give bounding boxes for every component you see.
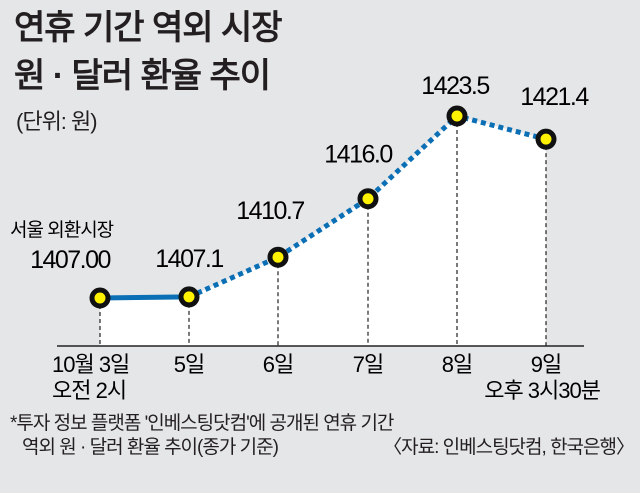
value-label-0: 1407.00 bbox=[30, 246, 110, 274]
x-tick-label-3: 7일 bbox=[353, 352, 383, 377]
x-tick-label-1: 5일 bbox=[174, 352, 204, 377]
x-sub-label-0: 오전 2시 bbox=[52, 378, 126, 403]
chart-title-line-1: 연휴 기간 역외 시장 bbox=[14, 9, 283, 47]
value-label-3: 1416.0 bbox=[324, 141, 392, 169]
footnote-line-1: *투자 정보 플랫폼 '인베스팅닷컴'에 공개된 연휴 기간 bbox=[10, 413, 394, 434]
chart-title-line-2: 원 · 달러 환율 추이 bbox=[14, 57, 271, 95]
data-point-3 bbox=[357, 188, 379, 210]
data-point-2 bbox=[267, 246, 289, 268]
value-label-1: 1407.1 bbox=[155, 245, 223, 273]
source-note: 〈자료: 인베스팅닷컴, 한국은행〉 bbox=[383, 437, 635, 458]
x-tick-label-2: 6일 bbox=[263, 352, 293, 377]
data-point-5 bbox=[535, 128, 557, 150]
data-point-1 bbox=[178, 286, 200, 308]
x-tick-label-0: 10월 3일 bbox=[52, 352, 129, 377]
unit-label: (단위: 원) bbox=[16, 109, 98, 134]
value-label-5: 1421.4 bbox=[520, 83, 589, 111]
series-line-solid bbox=[99, 294, 190, 301]
value-label-2: 1410.7 bbox=[236, 197, 304, 225]
annotation-label: 서울 외환시장 bbox=[10, 219, 114, 241]
footnote-line-2: 역외 원 · 달러 환율 추이(종가 기준) bbox=[22, 437, 279, 458]
area-fill bbox=[100, 116, 546, 346]
x-tick-label-5: 9일 bbox=[531, 352, 561, 377]
data-point-0 bbox=[89, 287, 111, 309]
value-label-4: 1423.5 bbox=[421, 72, 489, 100]
series-line-dotted bbox=[187, 113, 547, 300]
x-tick-label-4: 8일 bbox=[442, 352, 472, 377]
x-sub-label-5: 오후 3시30분 bbox=[484, 378, 601, 403]
data-point-4 bbox=[446, 105, 468, 127]
